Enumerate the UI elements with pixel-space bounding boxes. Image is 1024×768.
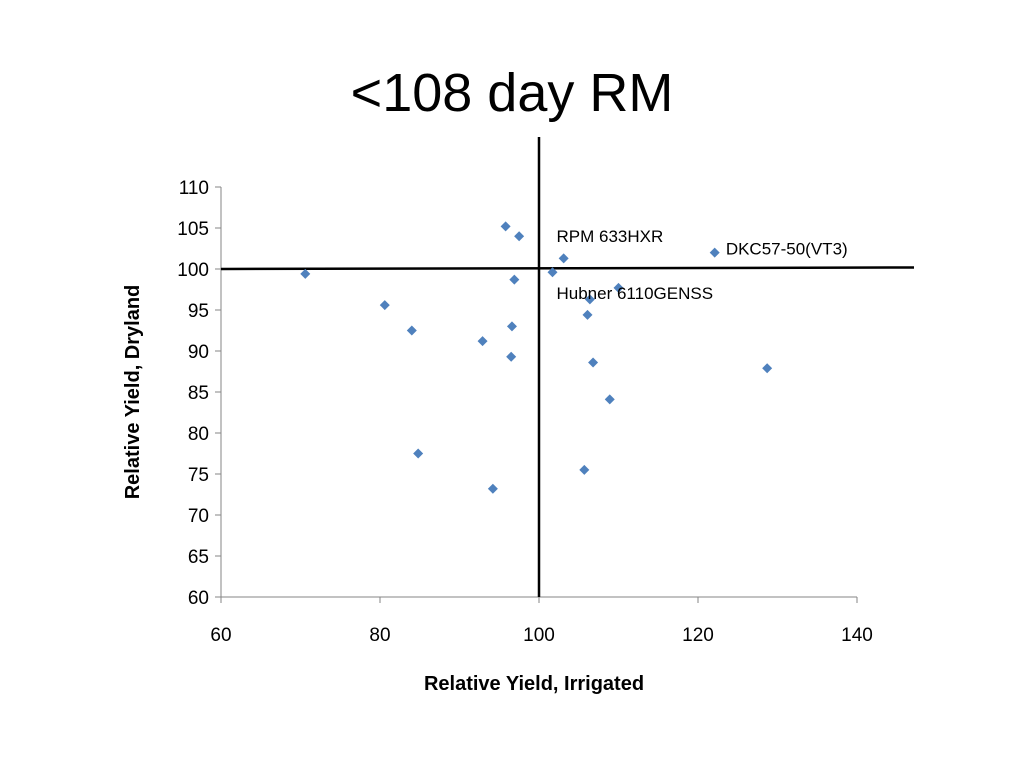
y-tick-label: 80 <box>188 424 209 445</box>
data-point <box>487 483 498 494</box>
point-label: DKC57-50(VT3) <box>726 240 848 259</box>
data-point <box>584 294 595 305</box>
y-tick-label: 70 <box>188 506 209 527</box>
data-point <box>406 325 417 336</box>
y-tick-label: 90 <box>188 342 209 363</box>
data-point <box>588 357 599 368</box>
data-point <box>514 231 525 242</box>
data-point <box>582 309 593 320</box>
data-point <box>300 268 311 279</box>
point-label: Hubner 6110GENSS <box>556 284 713 303</box>
data-point <box>709 247 720 258</box>
y-tick-label: 60 <box>188 588 209 609</box>
y-tick-label: 110 <box>179 178 209 199</box>
horizontal-reference-line <box>220 266 915 271</box>
x-tick-label: 120 <box>682 625 714 646</box>
y-tick-label: 85 <box>188 383 209 404</box>
x-tick-label: 140 <box>841 625 873 646</box>
data-point <box>762 363 773 374</box>
reference-lines <box>220 137 915 597</box>
point-label: RPM 633HXR <box>556 227 663 246</box>
data-point <box>477 336 488 347</box>
y-tick-label: 95 <box>188 301 209 322</box>
data-point <box>379 300 390 311</box>
y-tick-label: 75 <box>188 465 209 486</box>
y-tick-label: 100 <box>177 260 209 281</box>
x-tick-label: 60 <box>210 625 231 646</box>
data-point <box>558 253 569 264</box>
data-point <box>547 267 558 278</box>
slide-title: <108 day RM <box>350 63 674 123</box>
data-point <box>506 351 517 362</box>
x-tick-label: 100 <box>523 625 555 646</box>
data-points <box>300 221 773 494</box>
y-tick-label: 105 <box>177 219 209 240</box>
x-tick-label: 80 <box>369 625 390 646</box>
data-point <box>506 321 517 332</box>
data-point <box>500 221 511 232</box>
y-axis-ticks: 60 65 70 75 80 85 90 95 100 105 110 <box>177 178 221 609</box>
y-axis-title: Relative Yield, Dryland <box>122 285 144 500</box>
data-point <box>413 448 424 459</box>
data-point <box>613 282 624 293</box>
data-point <box>604 394 615 405</box>
point-annotations: RPM 633HXR DKC57-50(VT3) Hubner 6110GENSS <box>556 227 847 303</box>
x-axis-title: Relative Yield, Irrigated <box>424 673 644 695</box>
x-axis-ticks: 60 80 100 120 140 <box>210 597 873 646</box>
data-point <box>509 274 520 285</box>
y-tick-label: 65 <box>188 547 209 568</box>
data-point <box>579 464 590 475</box>
